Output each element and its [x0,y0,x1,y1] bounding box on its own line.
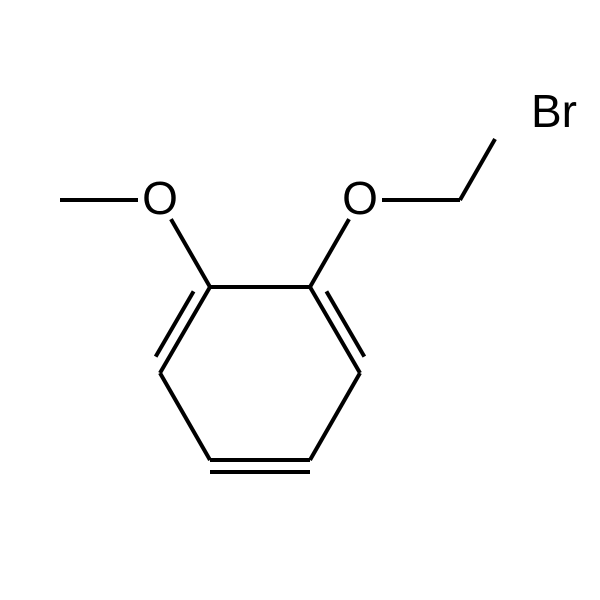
bond [460,139,495,200]
molecule-diagram: O O Br [0,0,600,600]
bond [310,287,360,373]
bond [171,219,210,287]
bond [310,373,360,460]
bond [160,287,210,373]
atom-label: O [342,172,378,224]
bond [160,373,210,460]
atom-label: O [142,172,178,224]
bond [310,219,349,287]
atom-label: Br [531,85,577,137]
